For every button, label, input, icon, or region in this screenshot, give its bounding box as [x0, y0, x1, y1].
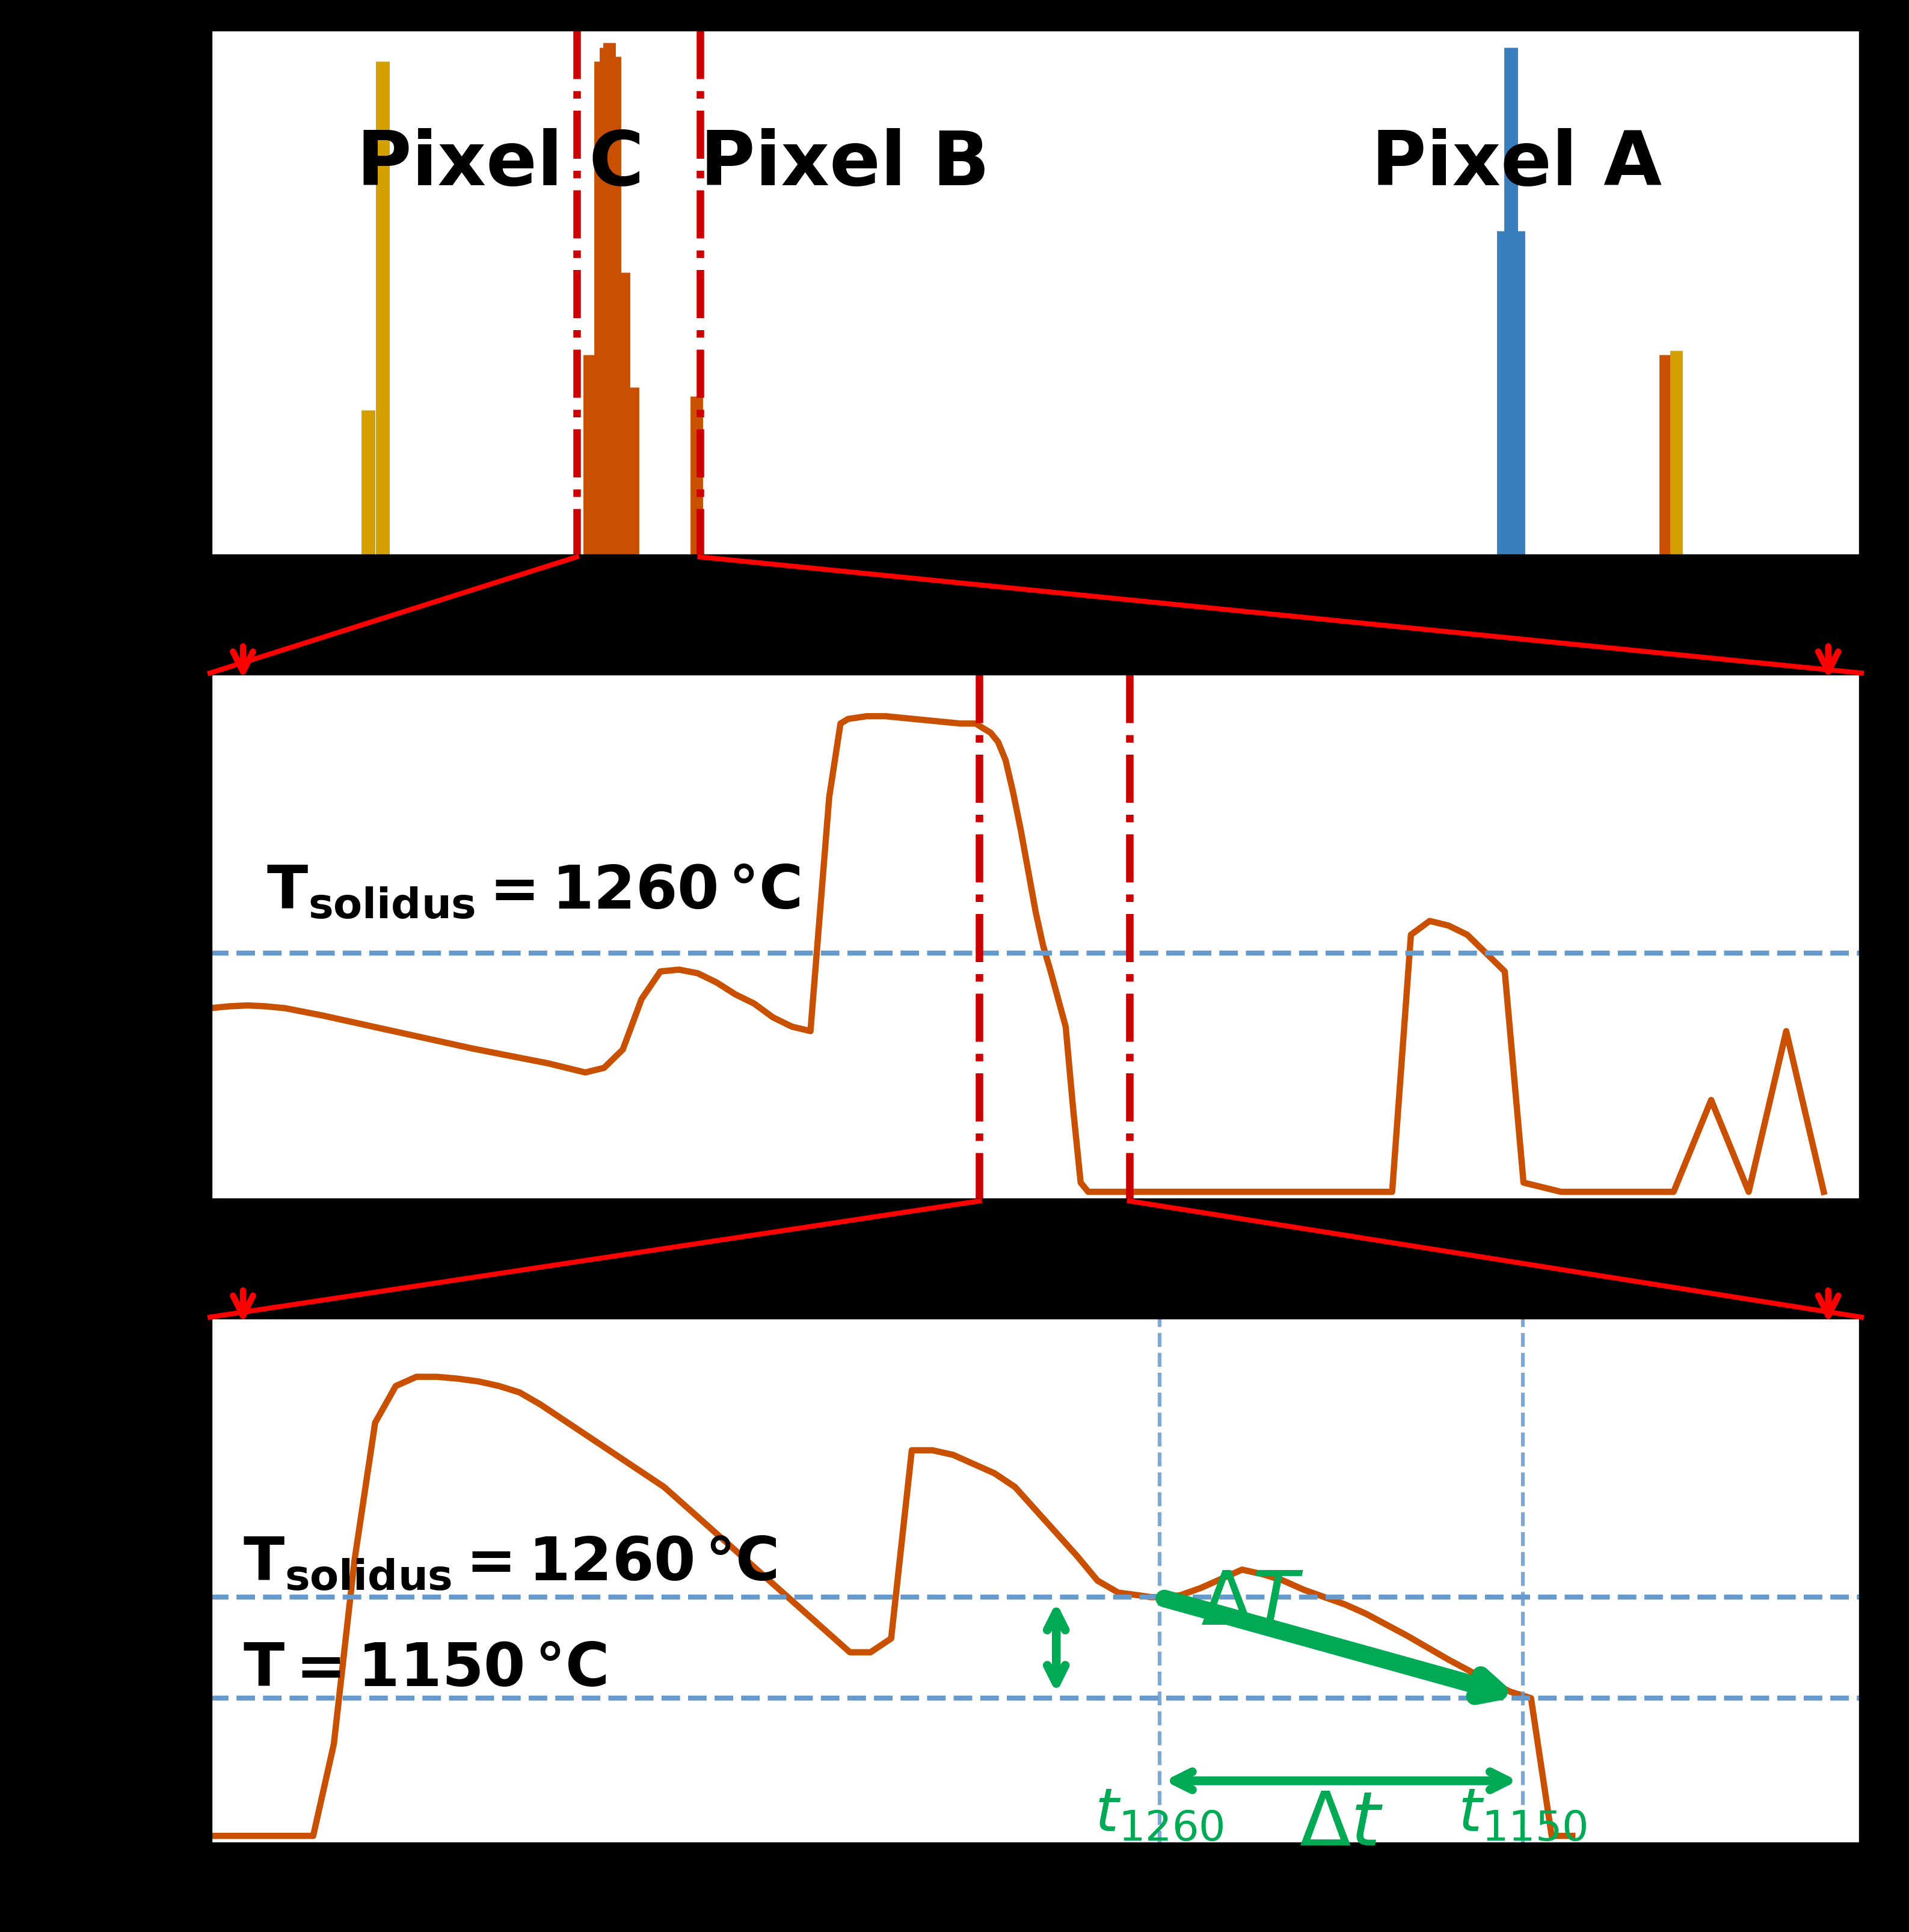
Text: $\mathbf{T = 1150\,°C}$: $\mathbf{T = 1150\,°C}$ — [242, 1640, 607, 1698]
Text: $\Delta t$: $\Delta t$ — [1298, 1789, 1384, 1861]
Text: Pixel C: Pixel C — [357, 128, 643, 201]
Text: $t_{1150}$: $t_{1150}$ — [1458, 1785, 1586, 1843]
X-axis label: Time [s]: Time [s] — [909, 1281, 1163, 1335]
Y-axis label: T [°C]: T [°C] — [0, 1493, 55, 1669]
X-axis label: Time [s]: Time [s] — [909, 636, 1163, 690]
Y-axis label: T [°C]: T [°C] — [0, 850, 55, 1024]
Y-axis label: T [°C]: T [°C] — [0, 205, 55, 381]
Text: $t_{1260}$: $t_{1260}$ — [1096, 1785, 1224, 1843]
Text: Pixel B: Pixel B — [701, 128, 991, 201]
Text: Pixel A: Pixel A — [1371, 128, 1661, 201]
Text: $\Delta T$: $\Delta T$ — [1201, 1567, 1304, 1640]
Text: $\mathbf{T_{solidus}}$$\mathbf{ = 1260\,°C}$: $\mathbf{T_{solidus}}$$\mathbf{ = 1260\,… — [242, 1534, 777, 1594]
Text: $\mathbf{T_{solidus}}$$\mathbf{ = 1260\,°C}$: $\mathbf{T_{solidus}}$$\mathbf{ = 1260\,… — [265, 864, 800, 922]
X-axis label: Time [s]: Time [s] — [909, 1924, 1163, 1932]
